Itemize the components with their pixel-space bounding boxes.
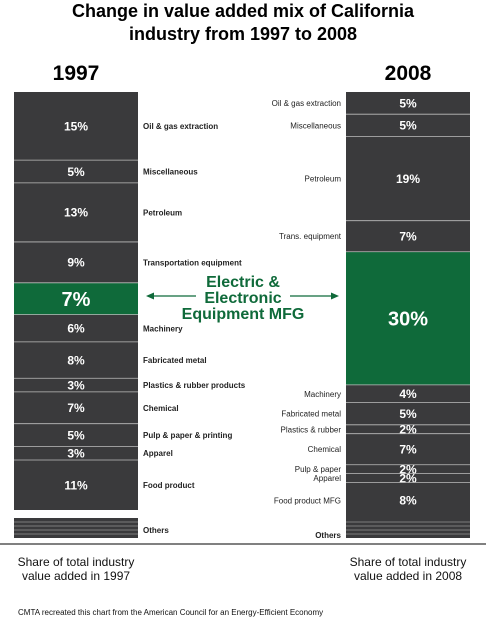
segment-category-label-2008-5: Machinery (304, 390, 341, 399)
segment-category-label-2008-9: Pulp & paper (295, 465, 342, 474)
caption-line-1-1997: Share of total industry (18, 555, 135, 569)
segment-value-label-2008-10: 2% (399, 471, 417, 485)
segment-bar-2008-9 (346, 464, 470, 474)
segment-bar-1997-0 (14, 92, 138, 161)
year-label-1997: 1997 (53, 62, 100, 85)
segment-bar-2008-2 (346, 136, 470, 221)
segment-bar-2008-7 (346, 424, 470, 434)
segment-value-label-2008-9: 2% (399, 463, 417, 477)
segment-value-label-2008-4: 30% (388, 309, 428, 331)
others-block-2008 (346, 518, 470, 538)
segment-bar-2008-5 (346, 384, 470, 403)
segment-category-label-1997-1: Miscellaneous (143, 168, 198, 177)
highlight-label-line-3: Equipment MFG (182, 306, 305, 323)
segment-bar-1997-9 (14, 423, 138, 447)
segment-value-label-2008-5: 4% (399, 387, 417, 401)
segment-value-label-1997-4: 7% (62, 289, 91, 311)
segment-value-label-1997-5: 6% (67, 322, 85, 336)
segment-bar-2008-0 (346, 92, 470, 115)
year-label-2008: 2008 (385, 62, 432, 85)
segment-category-label-1997-8: Chemical (143, 404, 179, 413)
segment-category-label-2008-3: Trans. equipment (279, 232, 342, 241)
segment-category-label-1997-5: Machinery (143, 324, 183, 333)
arrow-right-head (331, 292, 339, 300)
caption-line-2-2008: value added in 2008 (354, 569, 462, 583)
segment-bar-2008-1 (346, 114, 470, 137)
segment-bar-1997-10 (14, 446, 138, 461)
arrow-left-head (146, 292, 154, 300)
segment-category-label-1997-0: Oil & gas extraction (143, 122, 218, 131)
segment-category-label-2008-10: Apparel (313, 474, 341, 483)
segment-value-label-2008-2: 19% (396, 172, 420, 186)
segment-bar-1997-6 (14, 341, 138, 379)
highlight-label-line-1: Electric & (206, 274, 280, 291)
segment-bar-2008-4 (346, 251, 470, 385)
segment-value-label-2008-1: 5% (399, 119, 417, 133)
segment-value-label-1997-2: 13% (64, 206, 88, 220)
segment-category-label-2008-11: Food product MFG (274, 496, 341, 505)
caption-line-2-1997: value added in 1997 (22, 569, 130, 583)
source-footnote: CMTA recreated this chart from the Ameri… (18, 608, 323, 617)
highlight-label-line-2: Electronic (204, 290, 281, 307)
segment-value-label-1997-3: 9% (67, 256, 85, 270)
segment-bar-1997-11 (14, 460, 138, 510)
segment-value-label-1997-6: 8% (67, 353, 85, 367)
segment-bar-1997-8 (14, 391, 138, 424)
chart-title-line-2: industry from 1997 to 2008 (129, 24, 357, 44)
segment-category-label-1997-10: Apparel (143, 449, 173, 458)
segment-category-label-2008-7: Plastics & rubber (281, 425, 342, 434)
segment-bar-2008-11 (346, 482, 470, 518)
segment-bar-1997-4 (14, 282, 138, 315)
segment-value-label-1997-9: 5% (67, 428, 85, 442)
chart-title-line-1: Change in value added mix of California (72, 1, 415, 21)
segment-category-label-1997-9: Pulp & paper & printing (143, 431, 232, 440)
segment-value-label-1997-0: 15% (64, 119, 88, 133)
segment-value-label-2008-3: 7% (399, 230, 417, 244)
segment-category-label-2008-1: Miscellaneous (290, 121, 341, 130)
segment-bar-2008-3 (346, 220, 470, 252)
segment-value-label-2008-6: 5% (399, 407, 417, 421)
segment-bar-2008-8 (346, 433, 470, 465)
segment-value-label-2008-0: 5% (399, 96, 417, 110)
segment-category-label-1997-2: Petroleum (143, 208, 182, 217)
segment-category-label-1997-6: Fabricated metal (143, 356, 207, 365)
segment-value-label-1997-11: 11% (64, 478, 88, 492)
segment-value-label-2008-11: 8% (399, 494, 417, 508)
segment-category-label-2008-2: Petroleum (305, 175, 342, 184)
segment-category-label-1997-11: Food product (143, 481, 195, 490)
segment-value-label-2008-8: 7% (399, 443, 417, 457)
segment-value-label-1997-8: 7% (67, 401, 85, 415)
segment-bar-1997-3 (14, 241, 138, 283)
segment-category-label-1997-3: Transportation equipment (143, 258, 242, 267)
segment-value-label-1997-1: 5% (67, 165, 85, 179)
segment-category-label-2008-8: Chemical (308, 445, 342, 454)
segment-bar-1997-2 (14, 182, 138, 242)
segment-bar-1997-5 (14, 314, 138, 342)
segment-value-label-1997-7: 3% (67, 378, 85, 392)
caption-line-1-2008: Share of total industry (350, 555, 467, 569)
segment-bar-1997-7 (14, 378, 138, 392)
segment-value-label-1997-10: 3% (67, 447, 85, 461)
segment-category-label-1997-7: Plastics & rubber products (143, 381, 246, 390)
others-label-1997: Others (143, 526, 169, 535)
segment-bar-2008-6 (346, 402, 470, 425)
segment-value-label-2008-7: 2% (399, 423, 417, 437)
segment-category-label-2008-0: Oil & gas extraction (272, 99, 341, 108)
segment-bar-2008-10 (346, 473, 470, 483)
others-label-2008: Others (315, 531, 341, 540)
segment-category-label-2008-6: Fabricated metal (281, 410, 341, 419)
others-block-1997 (14, 518, 138, 538)
segment-bar-1997-1 (14, 160, 138, 183)
